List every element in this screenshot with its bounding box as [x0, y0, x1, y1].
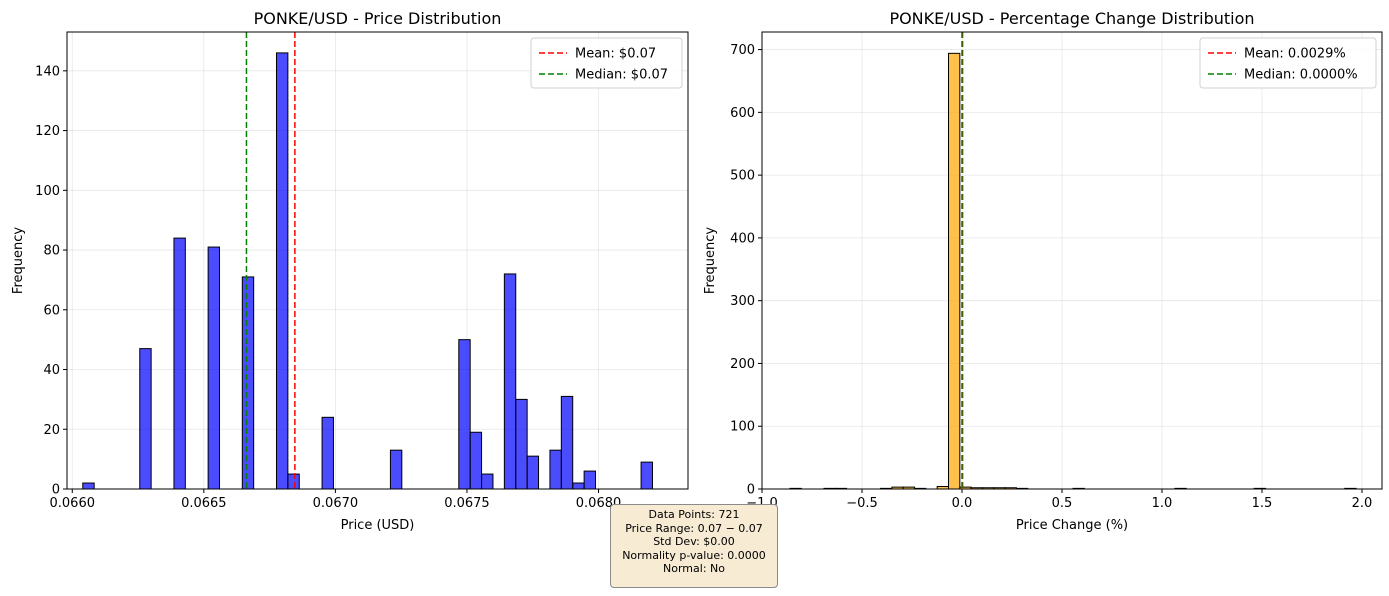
pct-ytick-label-1: 100: [730, 420, 755, 435]
stats-box: Data Points: 721 Price Range: 0.07 − 0.0…: [610, 504, 778, 588]
price-bar-43: [572, 482, 585, 490]
price-xtick-label-1: 0.0665: [181, 496, 227, 511]
price-ytick-label-5: 100: [35, 184, 60, 199]
price-bar-21: [321, 416, 334, 490]
pct-xtick-label-4: 1.0: [1152, 496, 1173, 511]
pct-title: PONKE/USD - Percentage Change Distributi…: [889, 9, 1254, 28]
pct-xlabel: Price Change (%): [1016, 518, 1128, 533]
pct-chart: −1.0−0.50.00.51.01.52.001002003004005006…: [703, 9, 1383, 533]
pct-axes-frame: [761, 31, 1383, 490]
stats-data-points: Data Points: 721: [648, 508, 740, 521]
pct-legend-mean-label: Mean: 0.0029%: [1244, 47, 1346, 62]
pct-legend-box: [1199, 37, 1377, 89]
price-chart: 0.0660 0.0665 0.0670 0.0675 0.0680 0 20 40 60 80 1…: [11, 9, 689, 533]
price-ytick-label-3: 60: [43, 303, 60, 318]
price-bar-33: [458, 339, 471, 490]
price-ytick-label-7: 140: [35, 64, 60, 79]
price-bar-42: [560, 395, 574, 490]
stats-normal: Normal: No: [663, 562, 725, 575]
price-bar-0: [82, 482, 95, 490]
price-legend-mean-label: Mean: $0.07: [575, 47, 656, 62]
price-ytick-label-1: 20: [43, 423, 60, 438]
price-bar-37: [503, 273, 517, 490]
price-bar-11: [207, 246, 221, 490]
price-title: PONKE/USD - Price Distribution: [254, 9, 502, 28]
pct-ytick-label-6: 600: [730, 106, 755, 121]
pct-ytick-label-4: 400: [730, 231, 755, 246]
pct-legend: Mean: 0.0029% Median: 0.0000%: [1199, 37, 1377, 89]
pct-xtick-label-5: 1.5: [1252, 496, 1273, 511]
price-bar-38: [515, 398, 528, 490]
price-xtick-label-0: 0.0660: [50, 496, 96, 511]
price-ytick-label-4: 80: [43, 244, 60, 259]
price-bar-17: [275, 52, 289, 490]
pct-ytick-label-2: 200: [730, 357, 755, 372]
price-ytick-label-2: 40: [43, 363, 60, 378]
price-bar-35: [481, 473, 494, 490]
pct-xtick-label-2: 0.0: [952, 496, 973, 511]
price-ylabel: Frequency: [11, 227, 26, 294]
price-xtick-label-2: 0.0670: [313, 496, 359, 511]
price-bar-49: [640, 461, 653, 490]
price-xtick-label-4: 0.0680: [576, 496, 622, 511]
price-ytick-label-0: 0: [52, 483, 60, 498]
pct-ylabel: Frequency: [703, 227, 718, 294]
price-legend: Mean: $0.07 Median: $0.07: [530, 37, 683, 89]
price-xlabel: Price (USD): [341, 518, 415, 533]
stats-normality-p: Normality p-value: 0.0000: [622, 548, 766, 562]
pct-legend-median-label: Median: 0.0000%: [1244, 68, 1358, 83]
price-bar-18: [287, 473, 300, 490]
price-bar-44: [583, 470, 597, 490]
pct-bar-14: [948, 52, 961, 490]
pct-xtick-label-6: 2.0: [1352, 496, 1373, 511]
stats-price-range: Price Range: 0.07 − 0.07: [625, 521, 763, 535]
pct-xtick-label-3: 0.5: [1052, 496, 1073, 511]
price-legend-box: [530, 37, 683, 89]
price-bar-5: [139, 348, 152, 490]
pct-ytick-label-7: 700: [730, 43, 755, 58]
price-bar-27: [389, 449, 403, 490]
price-ytick-label-6: 120: [35, 124, 60, 139]
pct-ytick-label-3: 300: [730, 294, 755, 309]
price-bar-8: [173, 237, 186, 490]
stats-std-dev: Std Dev: $0.00: [653, 535, 735, 548]
pct-ytick-label-0: 0: [747, 483, 755, 498]
price-axes-frame: [66, 31, 689, 490]
price-xtick-label-3: 0.0675: [444, 496, 490, 511]
pct-ytick-label-5: 500: [730, 169, 755, 184]
price-bar-41: [549, 449, 562, 490]
price-legend-median-label: Median: $0.07: [575, 68, 668, 83]
price-bar-39: [526, 455, 540, 490]
pct-xtick-label-1: −0.5: [846, 496, 878, 511]
price-bar-14: [241, 276, 255, 490]
price-bar-34: [469, 431, 483, 490]
